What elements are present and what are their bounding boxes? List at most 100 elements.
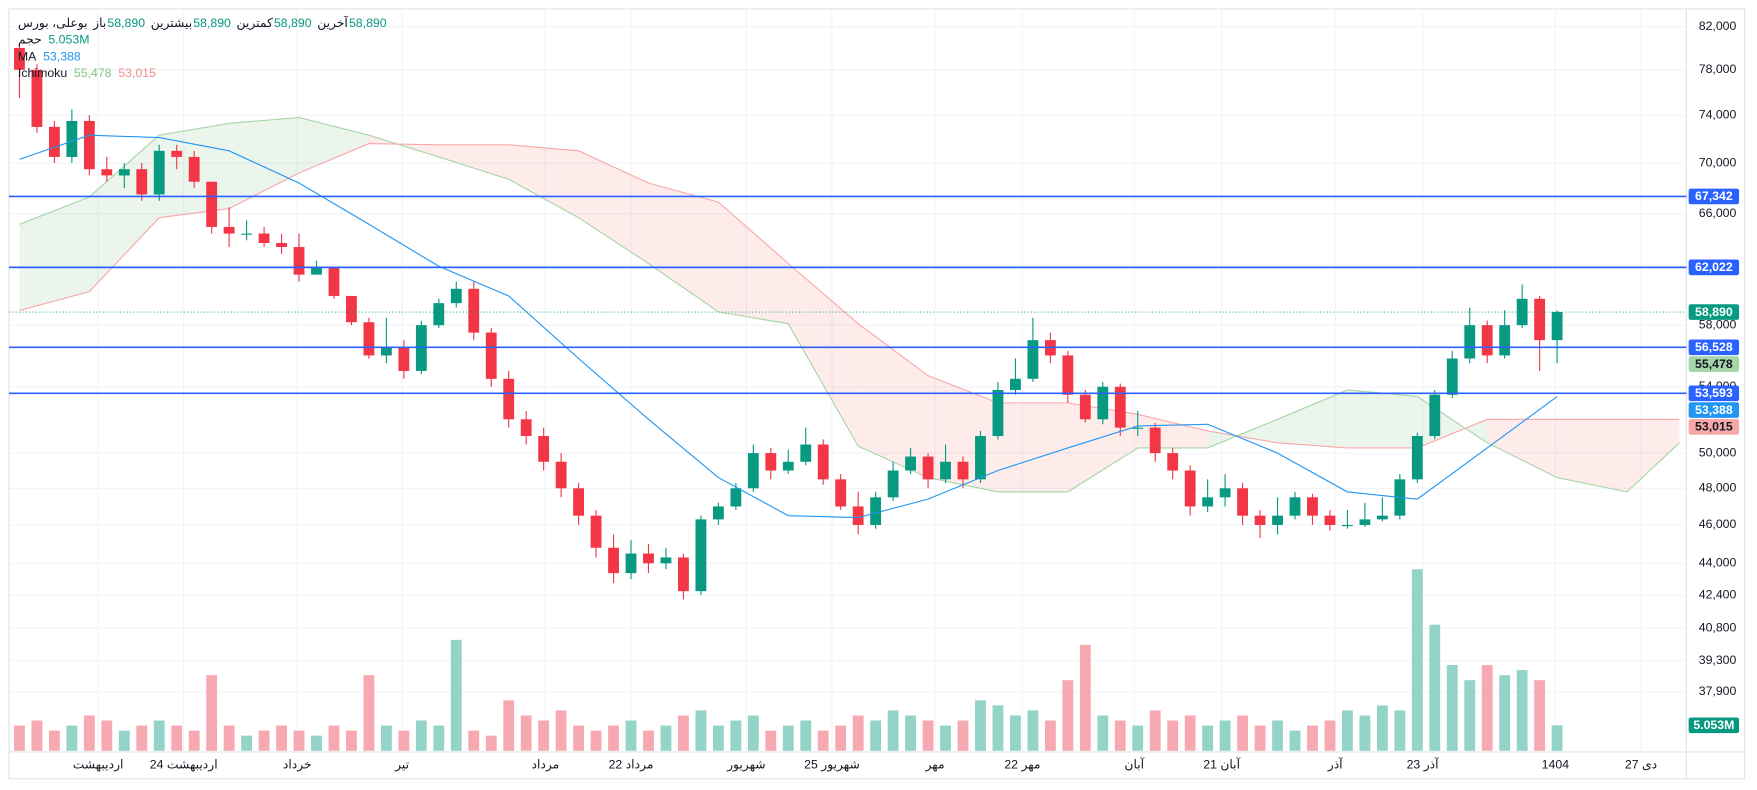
volume-bar bbox=[1446, 665, 1458, 751]
field-value: 58,890 bbox=[107, 16, 145, 30]
volume-bar bbox=[643, 730, 654, 751]
candle-body bbox=[1551, 312, 1563, 341]
volume-bar bbox=[940, 725, 951, 751]
candle-body bbox=[1027, 340, 1039, 379]
y-tick-label: 58,000 bbox=[1699, 317, 1737, 331]
volume-bar bbox=[503, 700, 515, 751]
candle-body bbox=[485, 332, 497, 379]
cloud-segment bbox=[508, 144, 579, 218]
candle-body bbox=[66, 120, 78, 157]
volume-bar bbox=[975, 700, 986, 751]
candle-body bbox=[1167, 453, 1179, 471]
volume-bar bbox=[1307, 725, 1318, 751]
candle-body bbox=[433, 303, 445, 326]
volume-bar bbox=[1219, 720, 1231, 751]
price-badge-label: 67,342 bbox=[1695, 189, 1733, 203]
candle-body bbox=[747, 453, 759, 489]
volume-bar bbox=[450, 639, 462, 751]
candle-body bbox=[992, 389, 1004, 437]
field-value: 58,890 bbox=[349, 16, 387, 30]
candle-body bbox=[1307, 497, 1318, 516]
volume-bar bbox=[695, 710, 707, 751]
candle-body bbox=[730, 488, 742, 507]
volume-bar bbox=[1027, 710, 1039, 751]
candle-body bbox=[573, 488, 585, 516]
candle-body bbox=[468, 288, 480, 333]
volume-bar bbox=[83, 715, 95, 751]
candle-body bbox=[171, 150, 183, 157]
candle-body bbox=[1149, 427, 1161, 454]
volume-bar bbox=[1342, 710, 1353, 751]
candle-body bbox=[538, 436, 550, 462]
price-badge-label: 5.053M bbox=[1693, 718, 1734, 732]
candle-body bbox=[503, 378, 515, 420]
candle-body bbox=[1132, 427, 1144, 429]
candle-body bbox=[136, 169, 148, 195]
volume-bar bbox=[346, 730, 357, 751]
x-tick-label: اردیبهشت bbox=[73, 758, 124, 773]
x-tick-label: 1404 bbox=[1542, 758, 1570, 772]
candle-body bbox=[695, 519, 707, 592]
x-tick-label: خرداد bbox=[283, 758, 312, 773]
cloud-segment bbox=[1557, 419, 1627, 492]
volume-bar bbox=[1324, 720, 1336, 751]
candle-body bbox=[555, 461, 567, 489]
candle-body bbox=[1254, 515, 1266, 525]
x-tick-label: 22 مهر bbox=[1004, 758, 1040, 773]
x-tick-label: 22 مرداد bbox=[609, 758, 654, 773]
volume-bar bbox=[817, 730, 829, 751]
price-badge-label: 56,528 bbox=[1695, 340, 1733, 354]
volume-bar bbox=[1149, 710, 1161, 751]
volume-bar bbox=[835, 725, 847, 751]
volume-bar bbox=[678, 715, 689, 751]
field-name: کمترین bbox=[237, 16, 273, 31]
candle-body bbox=[328, 267, 340, 296]
volume-bar bbox=[1499, 675, 1511, 751]
volume-bar bbox=[555, 710, 567, 751]
price-badge bbox=[1688, 304, 1740, 320]
candle-body bbox=[643, 553, 654, 564]
volume-bar bbox=[957, 720, 969, 751]
volume-bar bbox=[66, 725, 78, 751]
cloud-segment bbox=[1347, 389, 1418, 448]
volume-bar bbox=[1237, 715, 1248, 751]
candle-body bbox=[1097, 386, 1109, 420]
candle-body bbox=[660, 557, 672, 564]
y-tick-label: 50,000 bbox=[1699, 445, 1737, 459]
candle-body bbox=[608, 547, 619, 574]
span-a-line bbox=[19, 116, 1680, 493]
y-tick-label: 48,000 bbox=[1699, 481, 1737, 495]
candle-body bbox=[590, 515, 602, 548]
cloud-segment bbox=[1487, 419, 1558, 478]
candle-body bbox=[188, 156, 200, 182]
x-tick-label: 24 اردیبهشت bbox=[150, 758, 218, 773]
field-value: 58,890 bbox=[193, 16, 231, 30]
volume-bar bbox=[1097, 715, 1109, 751]
volume-bar bbox=[765, 730, 777, 751]
candle-body bbox=[887, 470, 899, 498]
x-tick-label: تیر bbox=[394, 758, 409, 773]
y-tick-label: 39,300 bbox=[1699, 653, 1737, 667]
volume-bar bbox=[153, 720, 165, 751]
y-tick-label: 42,400 bbox=[1699, 587, 1737, 601]
candle-body bbox=[800, 444, 812, 462]
candle-body bbox=[380, 347, 392, 356]
volume-bar bbox=[1202, 725, 1214, 751]
candle-body bbox=[1289, 497, 1301, 516]
candle-body bbox=[1481, 325, 1493, 356]
volume bbox=[14, 569, 1563, 751]
candle-body bbox=[870, 497, 882, 525]
volume-bar bbox=[538, 720, 550, 751]
candle-body bbox=[1010, 378, 1021, 390]
volume-bar bbox=[1359, 715, 1371, 751]
volume-bar bbox=[1551, 725, 1563, 751]
volume-bar bbox=[171, 725, 183, 751]
price-badge bbox=[1688, 385, 1740, 402]
volume-bar bbox=[485, 735, 497, 751]
candle-body bbox=[1534, 298, 1546, 341]
price-badge bbox=[1688, 188, 1740, 205]
x-tick-label: آذر bbox=[1327, 757, 1343, 773]
candle-body bbox=[1237, 488, 1248, 516]
volume-bar bbox=[363, 675, 375, 751]
y-tick-label: 70,000 bbox=[1699, 155, 1737, 169]
